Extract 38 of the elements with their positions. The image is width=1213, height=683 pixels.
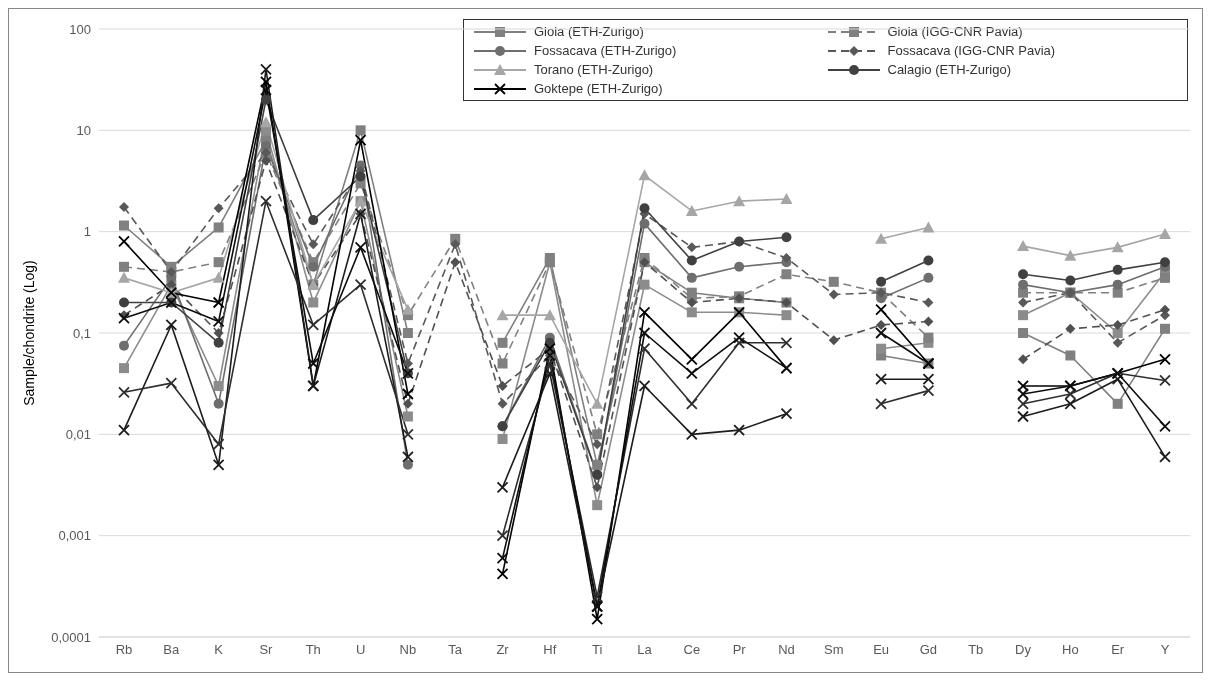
x-tick-label: Ti [592, 642, 603, 658]
legend-label: Calagio (ETH-Zurigo) [887, 62, 1012, 77]
x-tick-label: Zr [496, 642, 510, 658]
y-tick-label: 0,1 [72, 325, 91, 341]
x-tick-label: Pr [732, 642, 747, 658]
legend-label: Fossacava (IGG-CNR Pavia) [887, 43, 1056, 58]
x-tick-label: Ce [683, 642, 701, 658]
x-tick-label: Sm [824, 642, 844, 658]
x-tick-label: La [637, 642, 653, 658]
x-tick-label: Rb [115, 642, 133, 658]
x-tick-label: Hf [543, 642, 557, 658]
legend-label: Gioia (IGG-CNR Pavia) [887, 24, 1023, 39]
x-tick-label: U [355, 642, 366, 658]
y-tick-label: 0,01 [65, 426, 91, 442]
x-tick-label: Nb [399, 642, 417, 658]
x-tick-label: Tb [968, 642, 984, 658]
y-tick-label: 100 [69, 21, 91, 37]
legend-label: Fossacava (ETH-Zurigo) [534, 43, 677, 58]
y-tick-label: 10 [76, 122, 91, 138]
legend-label: Goktepe (ETH-Zurigo) [534, 81, 663, 96]
legend-label: Gioia (ETH-Zurigo) [534, 24, 644, 39]
x-tick-label: Th [305, 642, 321, 658]
y-tick-label: 0,001 [58, 528, 91, 544]
y-tick-label: 0,0001 [51, 629, 91, 645]
y-axis-title: Sample/chondrite (Log) [20, 260, 37, 406]
x-tick-label: Gd [919, 642, 938, 658]
x-tick-label: Dy [1015, 642, 1032, 658]
legend-label: Torano (ETH-Zurigo) [534, 62, 654, 77]
x-tick-label: Ho [1062, 642, 1079, 658]
x-tick-label: K [214, 642, 224, 658]
x-tick-label: Nd [778, 642, 795, 658]
x-tick-label: Sr [259, 642, 274, 658]
x-tick-label: Ba [163, 642, 181, 658]
x-tick-label: Er [1111, 642, 1125, 658]
x-tick-label: Eu [873, 642, 890, 658]
x-tick-label: Y [1160, 642, 1170, 658]
y-tick-label: 1 [83, 224, 91, 240]
x-tick-label: Ta [448, 642, 463, 658]
